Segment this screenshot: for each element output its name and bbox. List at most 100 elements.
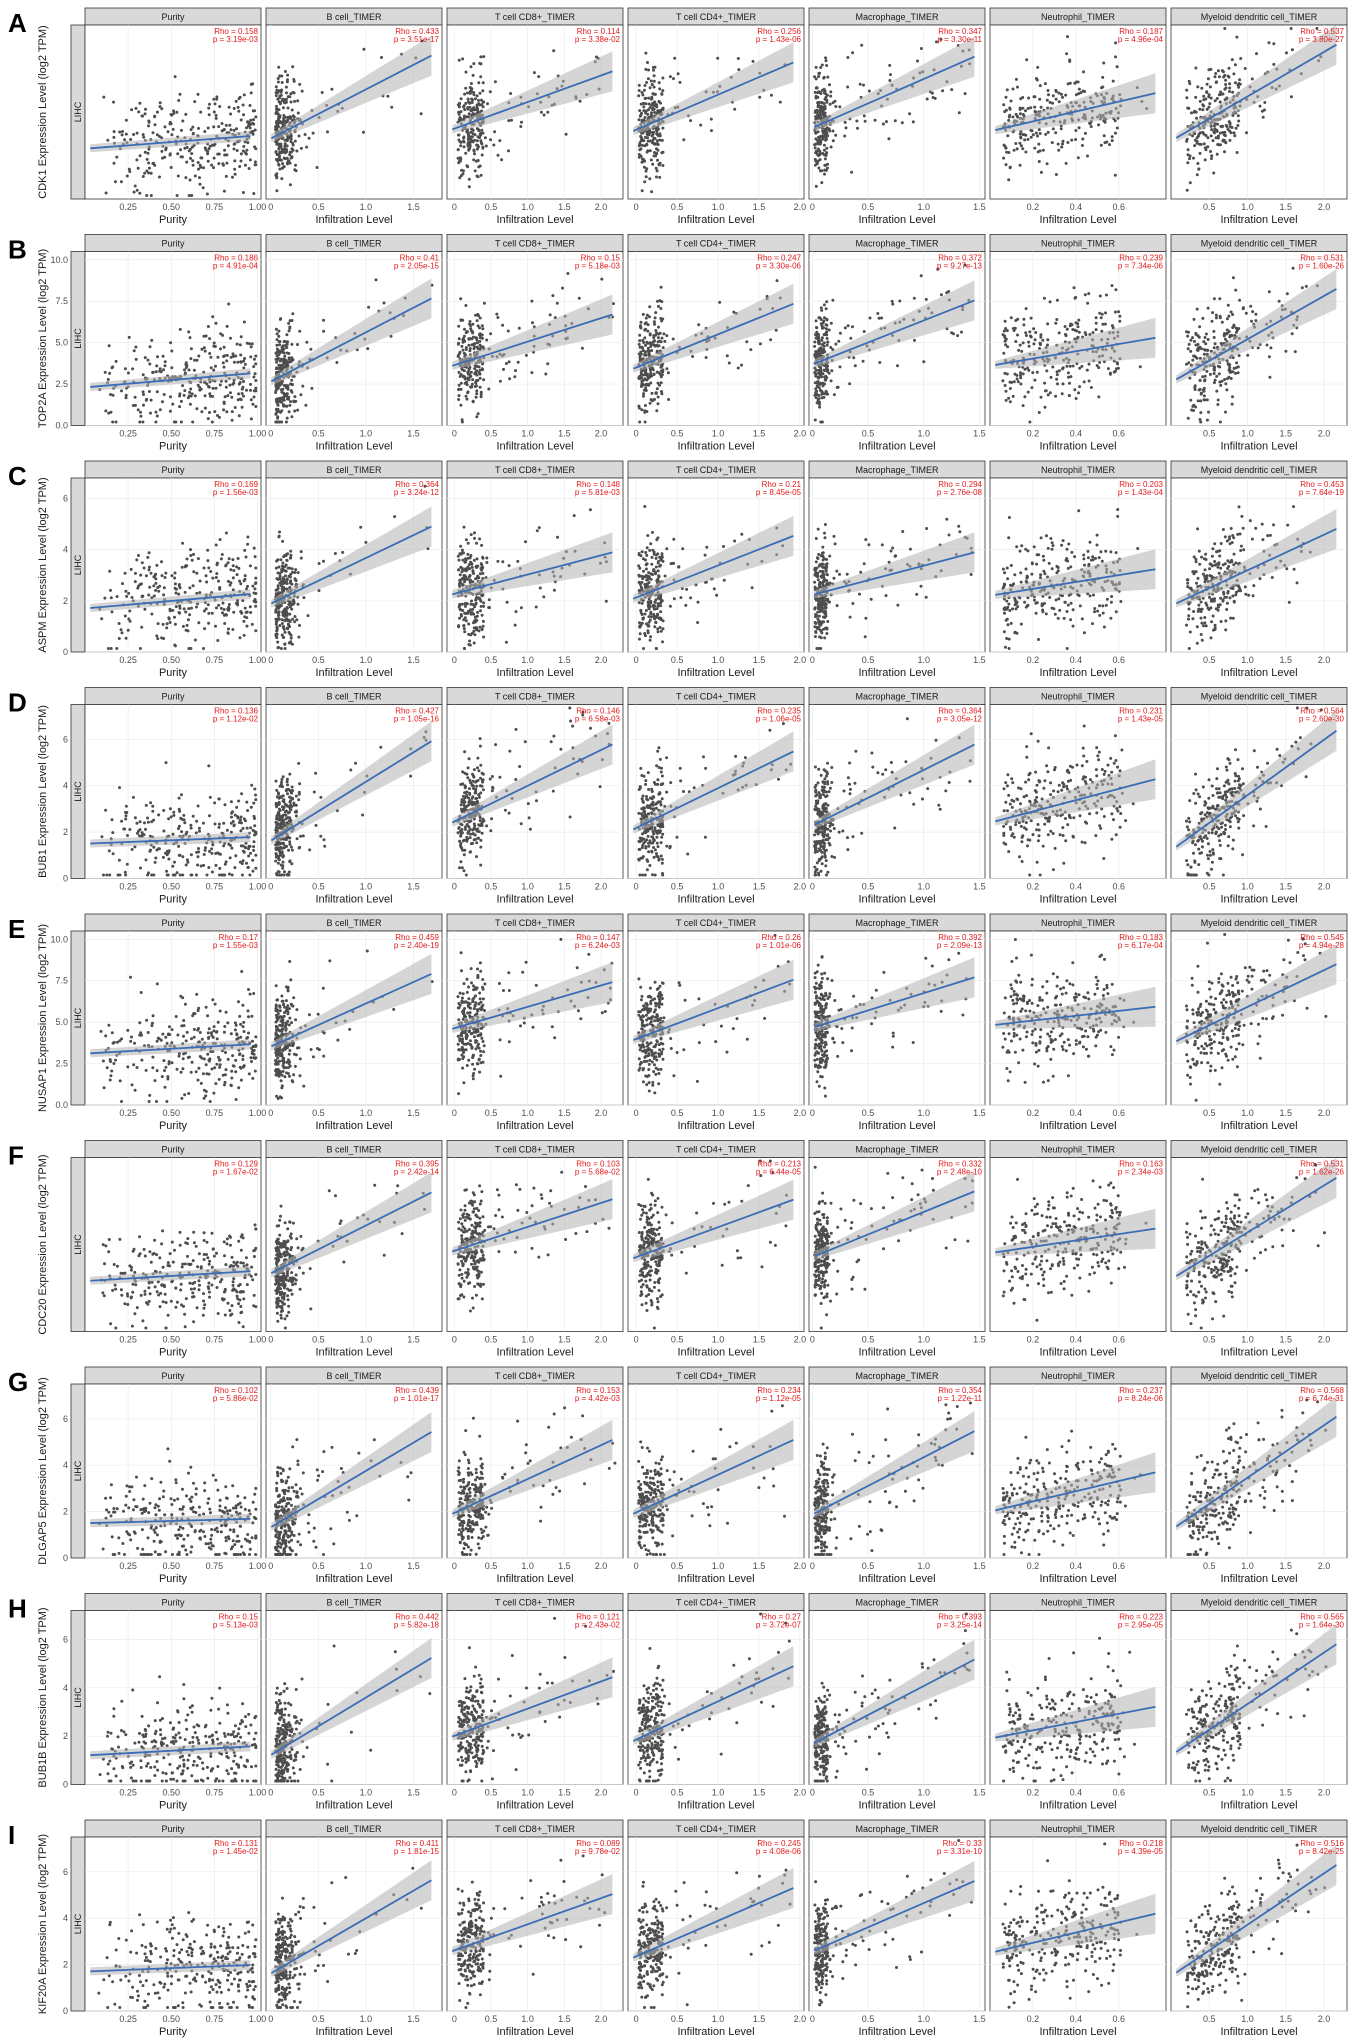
data-point [851, 325, 854, 329]
data-point [1115, 367, 1118, 371]
data-point [362, 130, 365, 134]
data-point [177, 99, 181, 102]
data-point [254, 163, 258, 167]
x-tick-label: 1.5 [407, 655, 420, 665]
data-point [501, 323, 505, 327]
data-point [460, 602, 464, 606]
data-point [1234, 371, 1237, 375]
data-point [1222, 133, 1226, 137]
data-point [470, 385, 474, 389]
data-point [935, 40, 938, 44]
data-point [282, 114, 286, 117]
data-point [816, 91, 820, 95]
data-point [230, 418, 234, 422]
data-point [203, 349, 207, 353]
data-point [178, 405, 182, 409]
data-point [285, 91, 288, 95]
p-value-label: p = 3.51e-17 [394, 35, 440, 44]
data-point [197, 126, 200, 130]
data-point [276, 586, 280, 590]
data-point [1213, 75, 1217, 79]
data-point [458, 176, 462, 180]
data-point [230, 395, 234, 399]
data-point [280, 390, 284, 394]
data-point [285, 606, 289, 610]
y-axis-label: ASPM Expression Level (log2 TPM) [37, 477, 49, 652]
data-point [242, 113, 245, 117]
data-point [170, 133, 174, 137]
data-point [654, 154, 658, 158]
data-point [474, 618, 478, 622]
data-point [850, 170, 854, 174]
data-point [466, 565, 470, 569]
data-point [813, 340, 817, 344]
data-point [288, 183, 292, 187]
data-point [814, 94, 818, 98]
data-point [1224, 86, 1228, 90]
data-point [482, 378, 486, 382]
data-point [535, 529, 539, 533]
data-point [1228, 369, 1232, 373]
data-point [1201, 375, 1205, 379]
data-point [277, 340, 281, 344]
data-point [1083, 331, 1087, 335]
data-point [154, 581, 158, 585]
data-point [162, 393, 166, 396]
data-point [1005, 372, 1009, 376]
data-point [195, 605, 198, 609]
data-point [1076, 156, 1080, 160]
data-point [1222, 333, 1226, 337]
data-point [641, 93, 645, 97]
data-point [815, 86, 819, 90]
data-point [457, 582, 461, 586]
data-point [180, 155, 184, 159]
data-point [178, 586, 182, 590]
data-point [1187, 106, 1191, 110]
data-point [155, 133, 159, 137]
data-point [289, 150, 293, 154]
data-point [160, 560, 163, 564]
data-point [462, 525, 466, 529]
data-point [1019, 371, 1022, 375]
data-point [275, 124, 279, 128]
data-point [1206, 306, 1210, 310]
data-point [1187, 342, 1191, 346]
data-point [834, 342, 838, 346]
data-point [457, 112, 461, 116]
data-point [816, 147, 820, 151]
data-point [465, 383, 469, 387]
data-point [660, 300, 664, 304]
data-point [173, 75, 177, 79]
data-point [333, 552, 337, 555]
data-point [150, 338, 154, 342]
data-point [825, 151, 829, 155]
data-point [1228, 138, 1232, 142]
data-point [642, 165, 646, 169]
data-point [206, 152, 210, 156]
data-point [1097, 123, 1101, 127]
x-tick-label: 1.5 [1280, 429, 1293, 439]
data-point [1261, 115, 1265, 119]
data-point [829, 94, 833, 98]
x-tick-label: 1.0 [521, 429, 534, 439]
data-point [160, 574, 164, 578]
data-point [661, 317, 665, 321]
data-point [289, 579, 293, 583]
data-point [1106, 367, 1110, 371]
data-point [822, 102, 826, 106]
data-point [649, 368, 652, 372]
data-point [510, 118, 513, 122]
data-point [199, 156, 203, 160]
data-point [1267, 290, 1271, 294]
data-point [639, 134, 643, 138]
data-point [467, 147, 471, 151]
data-point [1043, 381, 1047, 385]
data-point [216, 355, 220, 359]
data-point [1193, 144, 1197, 148]
data-point [476, 564, 480, 568]
data-point [642, 101, 646, 105]
data-point [112, 130, 116, 134]
data-point [479, 609, 482, 613]
data-point [478, 336, 482, 340]
